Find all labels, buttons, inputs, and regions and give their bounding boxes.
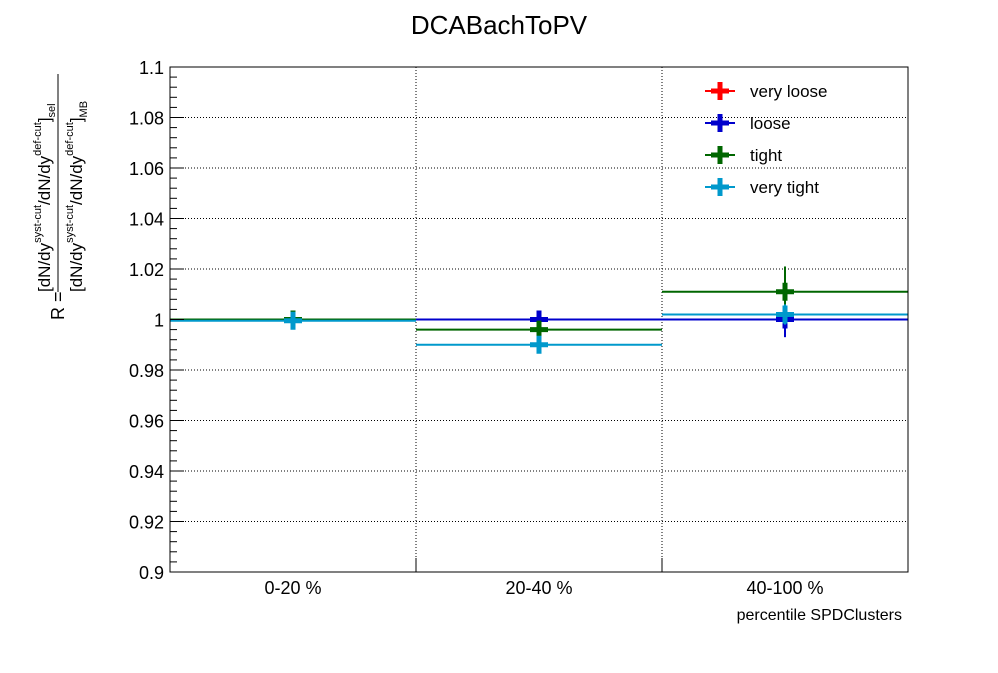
legend-marker: [711, 178, 729, 196]
y-label-numerator: [dN/dysyst-cut/dN/dydef-cut]sel: [32, 103, 58, 292]
legend-label: loose: [750, 114, 791, 133]
legend-entry: tight: [705, 146, 782, 165]
y-tick-label: 0.9: [139, 563, 164, 583]
legend: very loose loose tight very tight: [705, 82, 827, 197]
y-tick-label: 1.06: [129, 159, 164, 179]
chart-title: DCABachToPV: [411, 10, 588, 40]
legend-entry: loose: [705, 114, 791, 133]
y-tick-label: 1: [154, 311, 164, 331]
legend-label: very loose: [750, 82, 827, 101]
x-tick-label: 40-100 %: [746, 578, 823, 598]
y-tick-label: 1.08: [129, 109, 164, 129]
legend-label: very tight: [750, 178, 819, 197]
x-axis-label: percentile SPDClusters: [737, 607, 902, 624]
legend-entry: very tight: [705, 178, 819, 197]
data-point: [776, 305, 794, 324]
x-tick-label: 0-20 %: [264, 578, 321, 598]
y-label-prefix: R =: [48, 291, 68, 320]
data-point: [530, 335, 548, 354]
y-label-denominator: [dN/dysyst-cut/dN/dydef-cut]MB: [64, 101, 90, 292]
series-very-tight: [170, 304, 908, 354]
legend-marker: [711, 82, 729, 100]
x-tick-label: 20-40 %: [505, 578, 572, 598]
y-tick-label: 1.1: [139, 58, 164, 78]
y-tick-label: 1.02: [129, 260, 164, 280]
data-point: [284, 311, 302, 330]
y-tick-label: 0.92: [129, 513, 164, 533]
y-tick-label: 0.96: [129, 412, 164, 432]
y-tick-label: 0.94: [129, 462, 164, 482]
data-point: [530, 320, 548, 339]
data-point: [776, 282, 794, 301]
series-layer: [170, 266, 908, 354]
y-tick-label: 0.98: [129, 361, 164, 381]
series-tight: [170, 266, 908, 339]
axis-ticks: 0.9 0.92 0.94 0.96 0.98 1 1.02 1.04 1.06 1.08 1.1 0…: [129, 58, 824, 598]
y-tick-label: 1.04: [129, 210, 164, 230]
legend-marker: [711, 114, 729, 132]
legend-label: tight: [750, 146, 782, 165]
y-axis-label: R = [dN/dysyst-cut/dN/dydef-cut]sel [dN/…: [32, 74, 90, 320]
legend-marker: [711, 146, 729, 164]
legend-entry: very loose: [705, 82, 827, 101]
